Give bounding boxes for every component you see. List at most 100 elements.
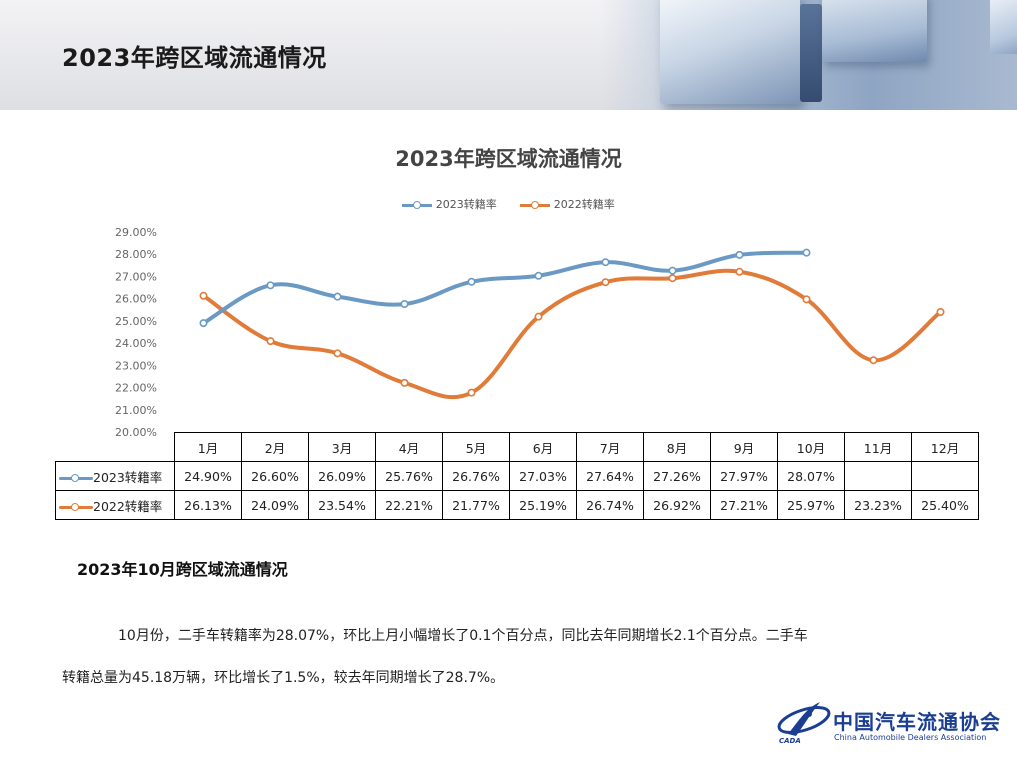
legend-item-2023: 2023转籍率	[402, 196, 497, 212]
legend-item-2022: 2022转籍率	[520, 196, 615, 212]
data-point-2022	[400, 378, 409, 387]
series-line-2023	[201, 250, 809, 326]
table-value-cell: 23.54%	[308, 490, 376, 520]
series-name-2023: 2023转籍率	[93, 469, 163, 485]
legend-swatch-2022	[520, 199, 551, 211]
table-value-cell: 27.64%	[576, 461, 644, 491]
y-tick-label: 26.00%	[115, 293, 157, 306]
header-cubes-photo	[600, 0, 1017, 110]
series-key-2023	[59, 473, 93, 483]
table-row: 2022转籍率 26.13% 24.09% 23.54% 22.21% 21.7…	[55, 490, 979, 520]
table-row-header-2023: 2023转籍率	[55, 461, 175, 491]
table-value-cell: 25.76%	[375, 461, 443, 491]
cube-graphic	[822, 0, 927, 62]
logo-emblem-icon	[777, 702, 831, 736]
legend-swatch-2023	[402, 199, 433, 211]
data-point-2023	[601, 258, 610, 267]
table-month-cell: 9月	[710, 432, 778, 462]
data-point-2022	[802, 295, 811, 304]
table-row: 2023转籍率 24.90% 26.60% 26.09% 25.76% 26.7…	[55, 461, 979, 491]
data-point-2023	[735, 250, 744, 259]
legend-label-2022: 2022转籍率	[553, 198, 615, 211]
table-value-cell: 24.90%	[174, 461, 242, 491]
table-value-cell: 23.23%	[844, 490, 912, 520]
table-month-cell: 6月	[509, 432, 577, 462]
series-line-2022	[201, 268, 943, 400]
page-title: 2023年跨区域流通情况	[62, 44, 327, 72]
data-point-2022	[601, 278, 610, 287]
data-point-2023	[802, 248, 811, 257]
table-month-cell: 3月	[308, 432, 376, 462]
y-tick-label: 21.00%	[115, 404, 157, 417]
data-point-2022	[199, 291, 208, 300]
table-value-cell: 26.13%	[174, 490, 242, 520]
table-value-cell: 27.21%	[710, 490, 778, 520]
data-point-2022	[534, 312, 543, 321]
table-value-cell: 25.97%	[777, 490, 845, 520]
table-value-cell: 27.26%	[643, 461, 711, 491]
chart-title: 2023年跨区域流通情况	[395, 147, 622, 171]
chart-data-table: 1月 2月 3月 4月 5月 6月 7月 8月 9月 10月 11月 12月 2…	[55, 432, 979, 520]
table-value-cell: 26.92%	[643, 490, 711, 520]
table-month-cell: 5月	[442, 432, 510, 462]
y-tick-label: 23.00%	[115, 359, 157, 372]
series-key-2022	[59, 502, 93, 512]
data-point-2023	[333, 292, 342, 301]
y-tick-label: 29.00%	[115, 226, 157, 239]
data-point-2022	[333, 349, 342, 358]
table-value-cell: 28.07%	[777, 461, 845, 491]
table-value-cell: 25.19%	[509, 490, 577, 520]
table-month-cell: 11月	[844, 432, 912, 462]
table-month-cell: 12月	[911, 432, 979, 462]
section-title: 2023年10月跨区域流通情况	[77, 560, 288, 579]
table-corner-cell	[55, 432, 175, 462]
data-point-2022	[735, 267, 744, 276]
table-value-cell: 26.74%	[576, 490, 644, 520]
paragraph-line: 转籍总量为45.18万辆，环比增长了1.5%，较去年同期增长了28.7%。	[62, 670, 505, 686]
data-point-2022	[936, 307, 945, 316]
paragraph-line: 10月份，二手车转籍率为28.07%，环比上月小幅增长了0.1个百分点，同比去年…	[118, 628, 808, 644]
table-month-cell: 8月	[643, 432, 711, 462]
data-point-2022	[668, 274, 677, 283]
series-name-2022: 2022转籍率	[93, 498, 163, 514]
data-point-2023	[266, 281, 275, 290]
data-point-2023	[400, 299, 409, 308]
table-month-cell: 1月	[174, 432, 242, 462]
line-chart: 20.00%21.00%22.00%23.00%24.00%25.00%26.0…	[115, 226, 945, 439]
table-value-cell	[911, 461, 979, 491]
table-value-cell: 25.40%	[911, 490, 979, 520]
table-value-cell: 26.76%	[442, 461, 510, 491]
table-value-cell: 27.03%	[509, 461, 577, 491]
data-point-2023	[467, 277, 476, 286]
header-banner: 2023年跨区域流通情况	[0, 0, 1017, 110]
table-row-header-2022: 2022转籍率	[55, 490, 175, 520]
table-value-cell: 24.09%	[241, 490, 309, 520]
table-value-cell: 22.21%	[375, 490, 443, 520]
cube-graphic	[990, 0, 1017, 54]
data-point-2023	[534, 271, 543, 280]
legend-label-2023: 2023转籍率	[435, 198, 497, 211]
table-value-cell: 21.77%	[442, 490, 510, 520]
table-month-cell: 4月	[375, 432, 443, 462]
cube-graphic-side	[800, 4, 822, 102]
y-tick-label: 24.00%	[115, 337, 157, 350]
cube-graphic	[660, 0, 800, 104]
y-tick-label: 25.00%	[115, 315, 157, 328]
table-value-cell: 27.97%	[710, 461, 778, 491]
y-tick-label: 22.00%	[115, 382, 157, 395]
logo-abbreviation: CADA	[779, 737, 801, 745]
table-month-cell: 2月	[241, 432, 309, 462]
data-point-2022	[467, 388, 476, 397]
table-header-row: 1月 2月 3月 4月 5月 6月 7月 8月 9月 10月 11月 12月	[55, 432, 979, 462]
association-logo: CADA 中国汽车流通协会 China Automobile Dealers A…	[776, 700, 1012, 752]
data-point-2022	[266, 337, 275, 346]
chart-legend: 2023转籍率 2022转籍率	[0, 196, 1017, 212]
y-tick-label: 28.00%	[115, 248, 157, 261]
table-month-cell: 7月	[576, 432, 644, 462]
data-point-2023	[668, 266, 677, 275]
data-point-2023	[199, 319, 208, 328]
table-month-cell: 10月	[777, 432, 845, 462]
logo-name-en: China Automobile Dealers Association	[834, 733, 987, 742]
table-value-cell: 26.60%	[241, 461, 309, 491]
logo-name-cn: 中国汽车流通协会	[833, 710, 1001, 734]
